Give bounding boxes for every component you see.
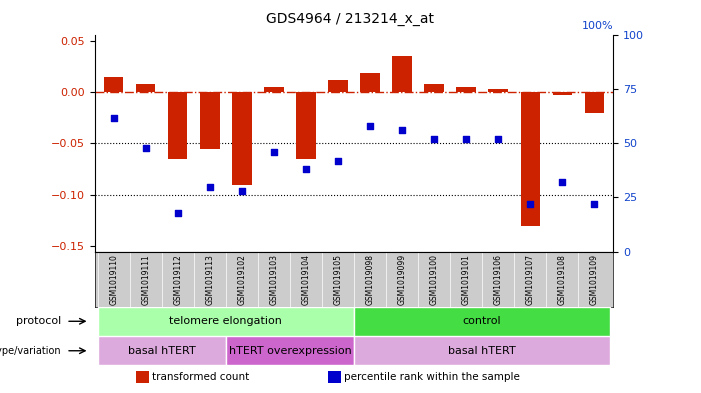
Bar [552,92,572,95]
Bar [456,87,476,92]
Point [108,114,119,121]
Bar [232,92,252,185]
Text: protocol: protocol [15,316,61,326]
Text: control: control [463,316,501,326]
Text: GSM1019107: GSM1019107 [526,254,535,305]
Point [268,149,280,155]
Text: telomere elongation: telomere elongation [170,316,283,326]
Text: GSM1019104: GSM1019104 [301,254,311,305]
Point [461,136,472,142]
Text: GSM1019099: GSM1019099 [397,254,407,305]
Point [236,188,247,194]
Bar [489,89,508,92]
Bar [424,84,444,92]
Text: GSM1019101: GSM1019101 [461,254,470,305]
Bar [136,84,156,92]
Text: genotype/variation: genotype/variation [0,346,61,356]
Text: GSM1019105: GSM1019105 [334,254,343,305]
Bar [360,73,380,92]
Bar [136,371,149,384]
Bar [585,92,604,112]
Point [172,209,184,216]
Bar [521,92,540,226]
Point [524,201,536,207]
Text: GSM1019100: GSM1019100 [430,254,439,305]
Bar [297,92,315,159]
Point [204,184,215,190]
Bar [98,336,226,365]
Point [397,127,408,134]
Text: GSM1019111: GSM1019111 [142,254,151,305]
Bar [168,92,187,159]
Text: GSM1019108: GSM1019108 [557,254,566,305]
Text: hTERT overexpression: hTERT overexpression [229,346,351,356]
Text: GSM1019110: GSM1019110 [109,254,118,305]
Point [428,136,440,142]
Bar [393,56,411,92]
Text: GDS4964 / 213214_x_at: GDS4964 / 213214_x_at [266,12,435,26]
Bar [200,92,219,149]
Point [365,123,376,129]
Bar [264,87,284,92]
Bar [104,77,123,92]
Point [300,166,311,173]
Text: GSM1019113: GSM1019113 [205,254,215,305]
Text: basal hTERT: basal hTERT [448,346,516,356]
Bar [354,336,610,365]
Text: 100%: 100% [582,21,613,31]
Bar [328,80,348,92]
Bar [226,336,354,365]
Point [493,136,504,142]
Point [589,201,600,207]
Text: GSM1019109: GSM1019109 [590,254,599,305]
Bar [328,371,341,384]
Bar [354,307,610,336]
Point [140,145,151,151]
Text: percentile rank within the sample: percentile rank within the sample [343,372,519,382]
Text: GSM1019103: GSM1019103 [269,254,278,305]
Bar [98,307,354,336]
Point [332,158,343,164]
Text: transformed count: transformed count [151,372,249,382]
Point [557,179,568,185]
Text: GSM1019102: GSM1019102 [238,254,247,305]
Text: basal hTERT: basal hTERT [128,346,196,356]
Text: GSM1019098: GSM1019098 [365,254,374,305]
Text: GSM1019106: GSM1019106 [494,254,503,305]
Text: GSM1019112: GSM1019112 [173,254,182,305]
